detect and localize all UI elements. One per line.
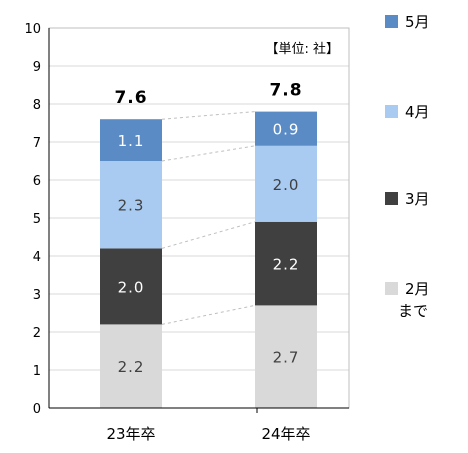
data-label: 2.2 (118, 358, 145, 376)
legend-swatch (385, 15, 398, 28)
bar-segment (100, 248, 162, 325)
total-labels: 7.6 7.8 (114, 81, 302, 109)
data-label: 2.3 (118, 197, 145, 215)
x-category-labels: 23年卒 24年卒 (106, 425, 310, 443)
data-label: 1.1 (118, 132, 145, 150)
bars: 2.2 2.0 2.3 1.1 2.7 2.2 2.0 0.9 (100, 111, 317, 408)
y-tick-label: 4 (33, 250, 41, 265)
data-label: 2.0 (273, 176, 300, 194)
connector-lines (161, 111, 256, 325)
data-label: 2.2 (273, 256, 300, 274)
legend-label: 5月 (405, 13, 430, 31)
data-label: 0.9 (273, 121, 300, 139)
total-label: 7.6 (114, 88, 147, 108)
x-category-label: 23年卒 (106, 425, 155, 443)
connector-line (161, 221, 256, 249)
y-tick-label: 9 (33, 60, 41, 75)
y-tick-label: 3 (33, 288, 41, 303)
legend-swatch (385, 282, 398, 295)
bar-segment (255, 145, 317, 222)
y-tick-label: 6 (33, 174, 41, 189)
legend-label: 3月 (405, 190, 430, 208)
connector-line (161, 111, 256, 120)
y-tick-label: 7 (33, 136, 41, 151)
y-tick-label: 5 (33, 212, 41, 227)
y-tick-label: 1 (33, 364, 41, 379)
y-tick-label: 0 (33, 402, 41, 417)
legend-label: 4月 (405, 103, 430, 121)
bar-segment (100, 161, 162, 249)
y-tick-labels: 0 1 2 3 4 5 6 7 8 9 10 (24, 22, 41, 417)
connector-line (161, 304, 256, 325)
total-label: 7.8 (269, 81, 302, 101)
unit-note: 【単位: 社】 (265, 41, 339, 57)
y-tick-label: 2 (33, 326, 41, 341)
x-category-label: 24年卒 (261, 425, 310, 443)
legend-swatch (385, 105, 398, 118)
bar-segment (255, 305, 317, 408)
legend-swatch (385, 192, 398, 205)
bar-segment (100, 119, 162, 161)
connector-line (161, 145, 256, 162)
data-label: 2.0 (118, 278, 145, 296)
axes (48, 27, 350, 413)
legend-label-cont: まで (398, 302, 428, 320)
legend-label: 2月 (405, 280, 430, 298)
y-tick-label: 8 (33, 98, 41, 113)
bar-segment (255, 111, 317, 146)
bar-segment (255, 221, 317, 306)
bar-segment (100, 324, 162, 408)
y-tick-label: 10 (24, 22, 41, 37)
data-label: 2.7 (273, 349, 300, 367)
